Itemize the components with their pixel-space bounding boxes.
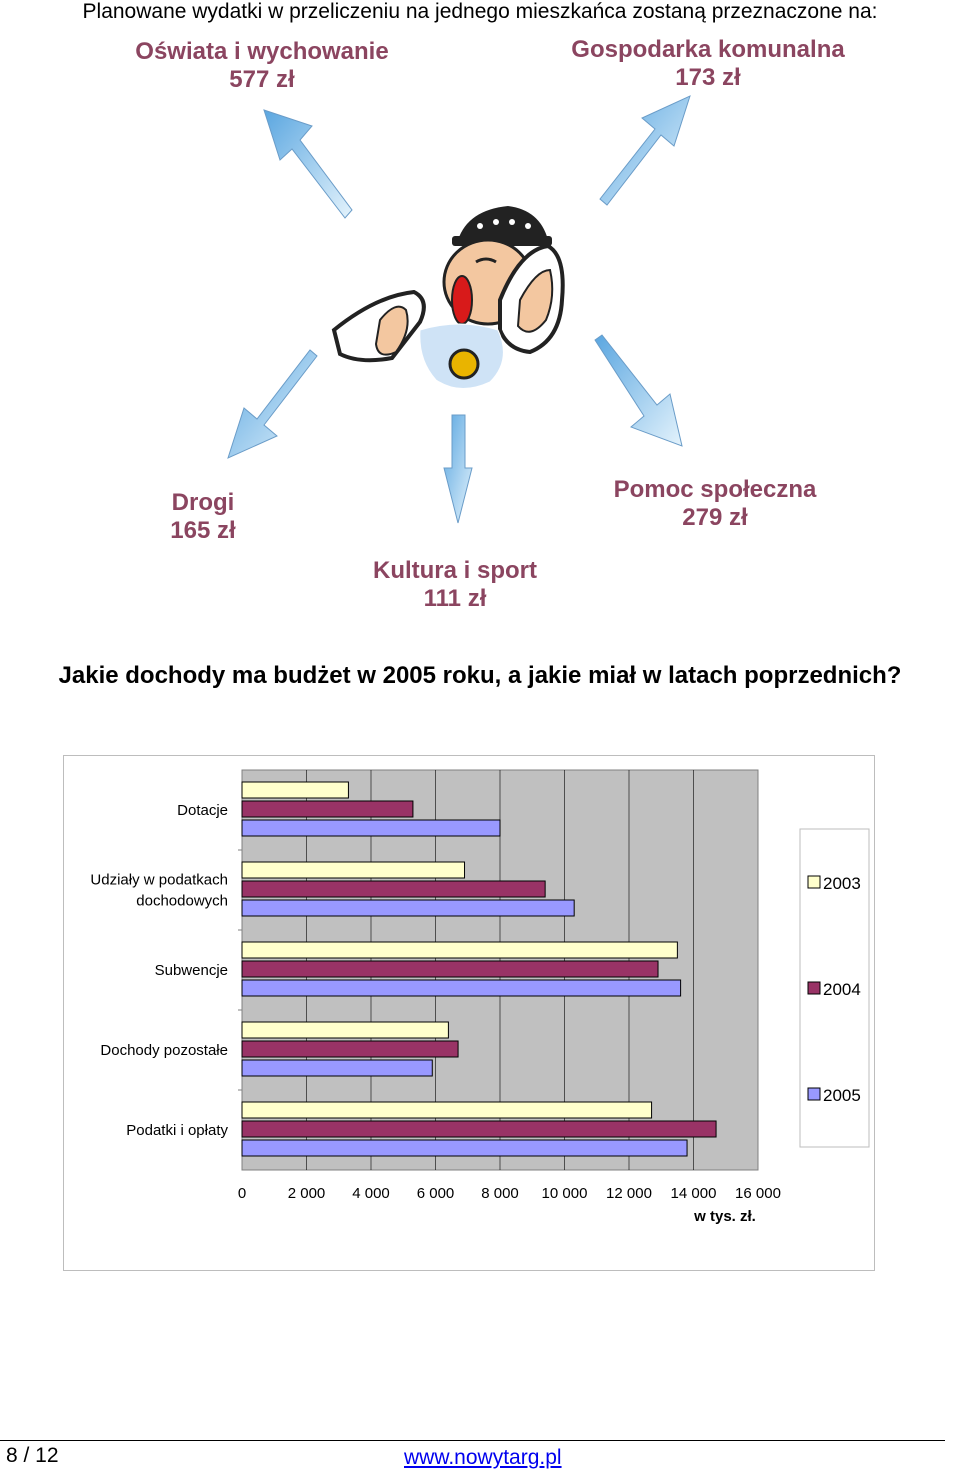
bar-2005 [241, 819, 501, 837]
bar-2004 [241, 800, 414, 818]
category-name: Kultura i sport [372, 557, 537, 584]
legend-swatch-2004 [807, 981, 821, 995]
category-name: Gospodarka komunalna [571, 36, 845, 63]
bar-2004 [241, 1040, 459, 1058]
bar-2004 [241, 880, 546, 898]
illustration [227, 95, 691, 524]
arrow-up-right-icon [599, 95, 691, 206]
category-oswiata: Oświata i wychowanie 577 zł [112, 38, 412, 94]
category-amount: 279 zł [682, 504, 748, 531]
category-name: Drogi [171, 489, 235, 516]
page-number: 8 / 12 [6, 1444, 59, 1467]
x-axis-label: w tys. zł. [693, 1208, 756, 1225]
bar-2003 [241, 861, 466, 879]
bar-2004 [241, 960, 659, 978]
chart-legend: 2003 2004 2005 [799, 828, 870, 1148]
category-amount: 577 zł [229, 66, 295, 93]
category-label: Udziały w podatkach [90, 872, 228, 889]
mascot-logo [331, 206, 565, 389]
legend-swatch-2003 [807, 875, 821, 889]
footer-divider [0, 1440, 945, 1441]
category-amount: 165 zł [170, 517, 236, 544]
category-amount: 173 zł [675, 64, 741, 91]
category-labels: Dotacje Udziały w podatkach dochodowych Sub… [90, 802, 242, 1139]
arrow-up-left-icon [263, 109, 353, 219]
bars [241, 781, 717, 1157]
category-amount: 111 zł [423, 585, 487, 612]
category-name: Oświata i wychowanie [135, 38, 389, 65]
category-kultura: Kultura i sport 111 zł [330, 557, 580, 613]
bar-2005 [241, 979, 682, 997]
arrow-down-icon [443, 414, 473, 524]
x-tick-label: 14 000 [671, 1185, 717, 1202]
category-label: Dochody pozostałe [100, 1042, 228, 1059]
x-tick-label: 2 000 [288, 1185, 326, 1202]
category-gospodarka: Gospodarka komunalna 173 zł [548, 36, 868, 92]
category-drogi: Drogi 165 zł [128, 489, 278, 545]
legend-label-2003: 2003 [823, 874, 861, 893]
bar-2003 [241, 941, 678, 959]
category-label: Podatki i opłaty [126, 1122, 228, 1139]
legend-label-2005: 2005 [823, 1086, 861, 1105]
x-tick-label: 0 [238, 1185, 246, 1202]
x-tick-label: 4 000 [352, 1185, 390, 1202]
category-label: Subwencje [155, 962, 228, 979]
x-tick-label: 10 000 [542, 1185, 588, 1202]
bar-2005 [241, 899, 575, 917]
bar-2003 [241, 781, 349, 799]
x-tick-labels: 0 2 000 4 000 6 000 8 000 10 000 12 000 14 000 1… [238, 1185, 781, 1202]
website-link[interactable]: www.nowytarg.pl [404, 1446, 562, 1469]
category-name: Pomoc społeczna [613, 476, 817, 503]
category-label: dochodowych [136, 893, 228, 910]
bar-2004 [241, 1120, 717, 1138]
category-pomoc: Pomoc społeczna 279 zł [590, 476, 840, 532]
bar-2005 [241, 1139, 688, 1157]
category-label: Dotacje [177, 802, 228, 819]
bar-2003 [241, 1021, 449, 1039]
x-tick-label: 8 000 [481, 1185, 519, 1202]
arrow-down-left-icon [227, 349, 318, 459]
arrow-down-right-icon [594, 334, 683, 447]
x-tick-label: 12 000 [606, 1185, 652, 1202]
bar-2003 [241, 1101, 653, 1119]
x-tick-label: 6 000 [417, 1185, 455, 1202]
bar-2005 [241, 1059, 433, 1077]
legend-label-2004: 2004 [823, 980, 861, 999]
chart-question: Jakie dochody ma budżet w 2005 roku, a j… [58, 662, 902, 689]
x-tick-label: 16 000 [735, 1185, 781, 1202]
intro-text: Planowane wydatki w przeliczeniu na jedn… [82, 0, 878, 23]
legend-swatch-2005 [807, 1087, 821, 1101]
